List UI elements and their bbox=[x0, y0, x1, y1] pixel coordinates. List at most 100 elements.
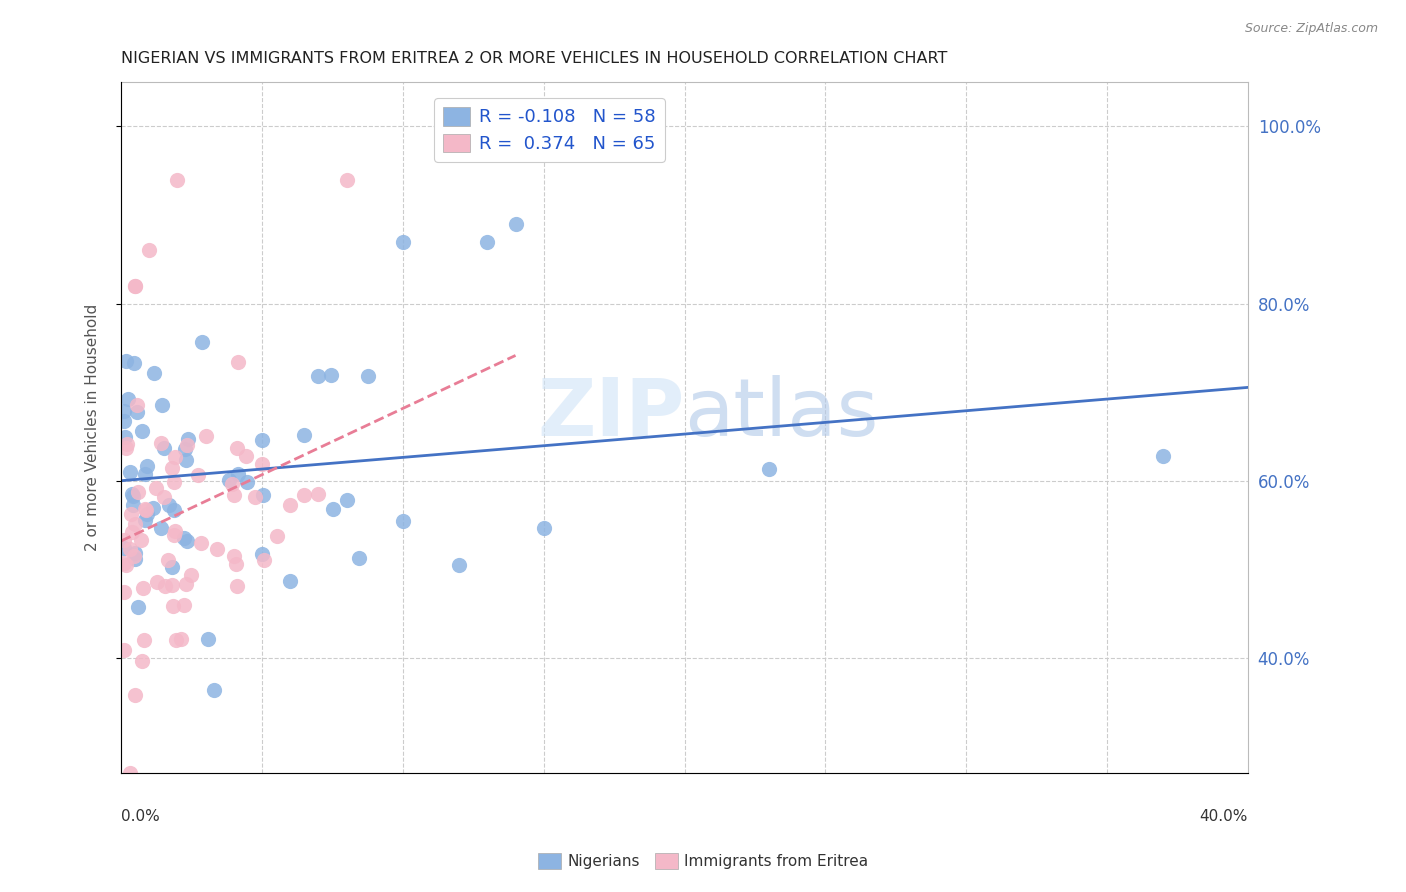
Point bbox=[125, 398, 148, 412]
Point bbox=[197, 632, 219, 647]
Text: 0.0%: 0.0% bbox=[121, 809, 160, 823]
Point bbox=[226, 579, 249, 593]
Point bbox=[322, 502, 344, 516]
Point bbox=[165, 524, 187, 539]
Point bbox=[166, 172, 188, 186]
Point bbox=[112, 533, 135, 547]
Point bbox=[145, 481, 167, 495]
Point bbox=[134, 513, 156, 527]
Point bbox=[250, 548, 273, 562]
Point bbox=[253, 553, 276, 567]
Point bbox=[114, 558, 136, 572]
Point bbox=[173, 598, 195, 612]
Point bbox=[134, 502, 156, 516]
Point bbox=[236, 475, 259, 489]
Point bbox=[143, 366, 166, 380]
Point bbox=[145, 575, 167, 590]
Point bbox=[243, 491, 266, 505]
Point bbox=[142, 501, 165, 516]
Point bbox=[120, 507, 142, 521]
Point bbox=[505, 217, 527, 231]
Point bbox=[225, 442, 247, 456]
Point bbox=[124, 279, 146, 293]
Point bbox=[477, 235, 499, 249]
Point bbox=[533, 521, 555, 535]
Point bbox=[134, 467, 156, 481]
Point bbox=[335, 172, 357, 186]
Point bbox=[160, 578, 183, 592]
Point bbox=[118, 542, 141, 557]
Point bbox=[190, 536, 212, 550]
Point bbox=[129, 533, 152, 547]
Point bbox=[165, 633, 187, 648]
Point bbox=[174, 577, 197, 591]
Point bbox=[122, 498, 145, 512]
Point bbox=[1152, 449, 1174, 463]
Point bbox=[124, 516, 146, 531]
Point bbox=[292, 488, 315, 502]
Point bbox=[307, 487, 329, 501]
Text: ZIP: ZIP bbox=[537, 375, 685, 453]
Point bbox=[163, 450, 186, 465]
Point bbox=[120, 766, 142, 780]
Text: 40.0%: 40.0% bbox=[1199, 809, 1249, 823]
Point bbox=[135, 503, 157, 517]
Point bbox=[124, 279, 146, 293]
Point bbox=[176, 438, 198, 452]
Point bbox=[163, 528, 186, 542]
Point bbox=[120, 466, 142, 480]
Point bbox=[347, 550, 370, 565]
Point bbox=[226, 467, 249, 481]
Point bbox=[235, 450, 257, 464]
Point bbox=[121, 525, 143, 540]
Point bbox=[160, 460, 183, 475]
Point bbox=[124, 688, 146, 702]
Point bbox=[149, 521, 172, 535]
Point bbox=[157, 498, 180, 512]
Point bbox=[205, 541, 228, 556]
Y-axis label: 2 or more Vehicles in Household: 2 or more Vehicles in Household bbox=[86, 304, 100, 551]
Point bbox=[112, 541, 135, 555]
Point bbox=[114, 430, 136, 444]
Point bbox=[162, 599, 184, 613]
Point bbox=[135, 458, 157, 473]
Point bbox=[222, 487, 245, 501]
Point bbox=[170, 632, 193, 646]
Text: atlas: atlas bbox=[685, 375, 879, 453]
Point bbox=[392, 515, 415, 529]
Point bbox=[278, 574, 301, 588]
Point bbox=[174, 442, 197, 456]
Point bbox=[121, 487, 143, 501]
Point bbox=[357, 369, 380, 384]
Point bbox=[112, 414, 135, 428]
Point bbox=[131, 654, 153, 668]
Point bbox=[114, 404, 136, 418]
Point bbox=[163, 475, 186, 490]
Point bbox=[125, 405, 148, 419]
Point bbox=[157, 553, 180, 567]
Point bbox=[292, 427, 315, 442]
Point bbox=[131, 424, 153, 438]
Point bbox=[112, 585, 135, 599]
Point bbox=[122, 489, 145, 503]
Point bbox=[150, 436, 173, 450]
Point bbox=[758, 462, 780, 476]
Point bbox=[132, 581, 155, 595]
Point bbox=[127, 484, 149, 499]
Point bbox=[177, 432, 200, 446]
Point bbox=[218, 473, 240, 487]
Point bbox=[226, 355, 249, 369]
Point bbox=[174, 452, 197, 467]
Point bbox=[194, 429, 217, 443]
Text: Source: ZipAtlas.com: Source: ZipAtlas.com bbox=[1244, 22, 1378, 36]
Point bbox=[225, 557, 247, 571]
Point bbox=[335, 492, 357, 507]
Point bbox=[153, 441, 176, 455]
Point bbox=[221, 477, 243, 491]
Point bbox=[112, 642, 135, 657]
Point bbox=[134, 633, 156, 648]
Point bbox=[191, 334, 214, 349]
Point bbox=[187, 467, 209, 482]
Point bbox=[250, 457, 273, 471]
Point bbox=[449, 558, 471, 572]
